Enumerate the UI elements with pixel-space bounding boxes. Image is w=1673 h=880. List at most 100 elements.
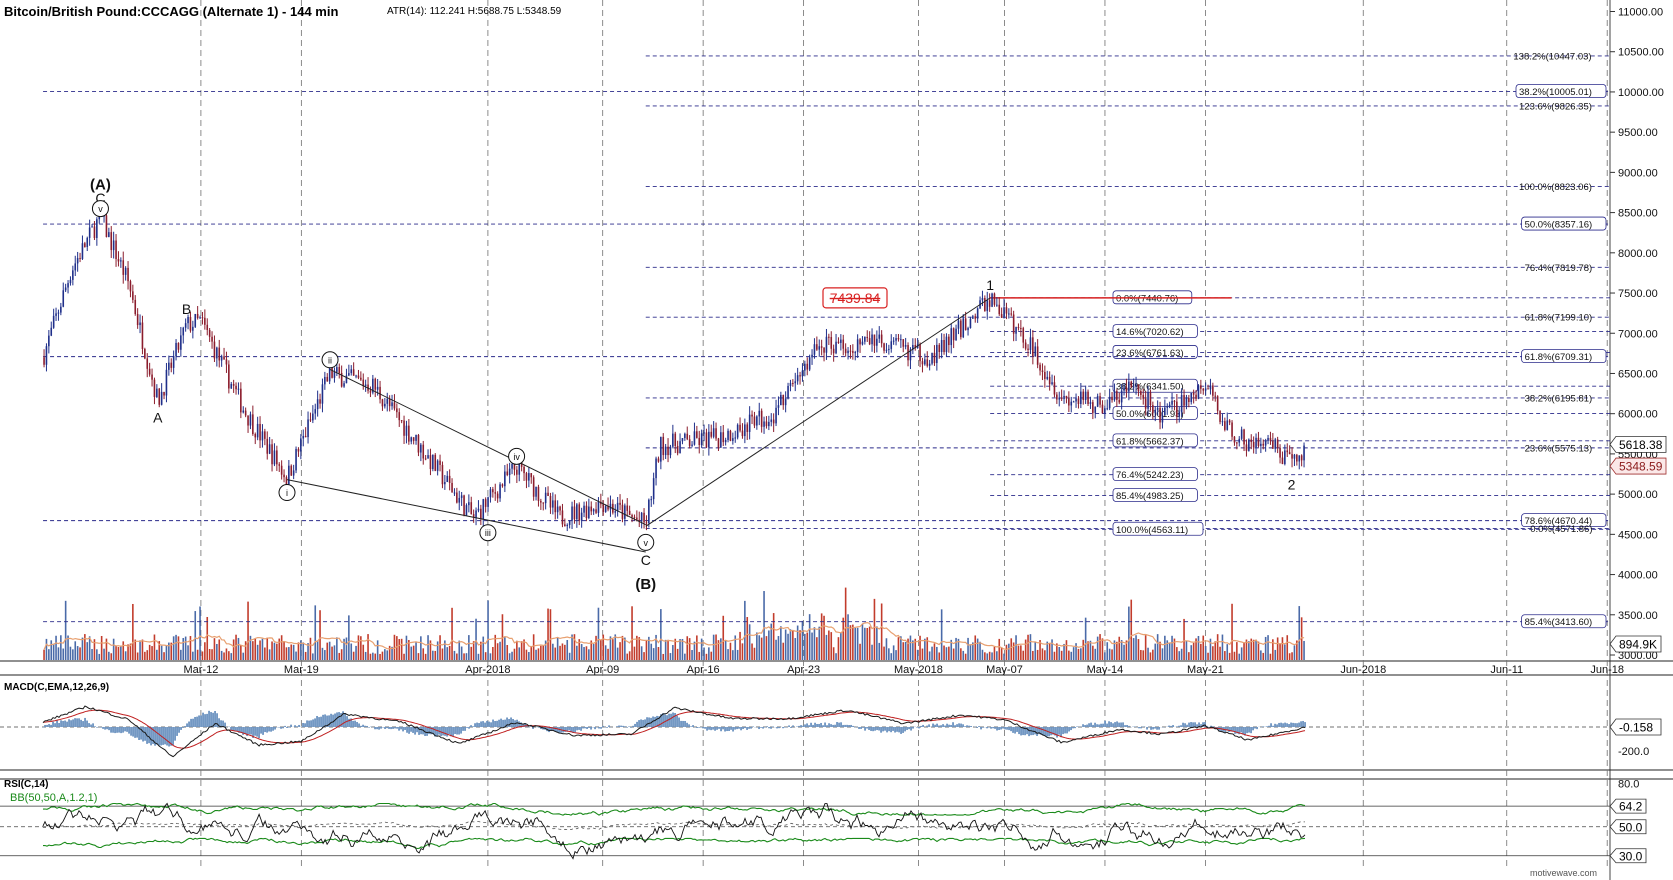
volume-bar	[199, 606, 201, 660]
candle-body	[604, 506, 607, 512]
volume-bar	[278, 638, 281, 660]
macd-histogram-bar	[202, 712, 204, 727]
candle-body	[180, 335, 182, 350]
candle-body	[619, 502, 621, 505]
volume-bar	[223, 652, 225, 660]
volume-bar	[444, 640, 446, 660]
macd-histogram-bar	[128, 727, 130, 734]
macd-histogram-bar	[738, 727, 740, 729]
volume-bar	[828, 630, 830, 660]
candle-body	[1197, 385, 1200, 399]
volume-bar	[480, 641, 482, 660]
volume-bar	[686, 636, 689, 660]
volume-bar	[1164, 635, 1166, 660]
macd-histogram-bar	[132, 727, 134, 737]
candle-body	[664, 446, 667, 456]
volume-bar	[1128, 606, 1130, 660]
volume-bar	[816, 637, 818, 660]
fib-level-box	[1112, 467, 1198, 482]
macd-histogram-bar	[832, 724, 834, 727]
candle-body	[986, 300, 989, 312]
macd-histogram-bar	[1124, 725, 1126, 727]
fib-level-label: 50.0%(6001.93)	[1116, 409, 1184, 420]
macd-histogram-bar	[798, 725, 800, 727]
volume-bar	[681, 638, 684, 660]
volume-bar	[938, 652, 941, 660]
macd-histogram-bar	[626, 727, 628, 728]
volume-bar	[784, 629, 787, 660]
macd-histogram-bar	[354, 720, 356, 727]
rsi-axis-label: 80.0	[1618, 778, 1639, 790]
volume-bar	[175, 634, 177, 660]
macd-histogram-bar	[1116, 721, 1118, 727]
macd-histogram-bar	[164, 727, 166, 745]
candle-body	[1293, 454, 1296, 459]
candle-body	[835, 341, 837, 354]
macd-histogram-bar	[1262, 726, 1264, 727]
candle-body	[254, 434, 257, 438]
macd-histogram-bar	[672, 712, 674, 727]
volume-bar	[1053, 651, 1056, 660]
volume-bar	[244, 641, 247, 660]
macd-histogram-bar	[458, 727, 460, 735]
candle-body	[662, 436, 665, 456]
macd-histogram-bar	[714, 727, 716, 731]
fib-level-label: 85.4%(3413.60)	[1525, 617, 1593, 628]
candle-body	[290, 465, 293, 476]
macd-histogram-bar	[668, 713, 670, 727]
macd-histogram-bar	[506, 717, 508, 727]
macd-histogram-bar	[588, 727, 590, 728]
volume-bar	[456, 653, 458, 660]
macd-histogram-bar	[548, 727, 550, 733]
candle-body	[91, 226, 93, 228]
volume-bar	[307, 643, 309, 660]
volume-bar	[1204, 645, 1207, 660]
volume-bar	[120, 645, 122, 660]
candle-body	[424, 458, 427, 460]
macd-histogram-bar	[250, 727, 252, 735]
candle-body	[871, 334, 873, 345]
macd-histogram-bar	[366, 725, 368, 727]
candle-body	[151, 374, 153, 380]
volume-bar	[312, 653, 314, 660]
volume-bar	[501, 614, 504, 660]
volume-bar	[1044, 650, 1046, 660]
volume-bar	[264, 647, 266, 660]
candle-body	[379, 386, 381, 400]
candle-body	[1084, 391, 1087, 400]
volume-bar	[561, 643, 564, 660]
macd-histogram-bar	[680, 720, 682, 727]
candle-body	[597, 501, 600, 513]
macd-histogram-bar	[574, 727, 576, 733]
candle-body	[676, 445, 679, 454]
candle-body	[1036, 346, 1039, 365]
macd-histogram-bar	[44, 724, 46, 727]
candle-body	[940, 339, 943, 352]
macd-histogram-bar	[582, 727, 584, 729]
macd-histogram-bar	[608, 725, 610, 727]
candle-body	[256, 423, 259, 438]
macd-histogram-bar	[850, 724, 852, 727]
macd-histogram-bar	[696, 727, 698, 728]
macd-histogram-bar	[1022, 727, 1024, 736]
volume-bar	[1171, 635, 1173, 660]
volume-bar	[1226, 644, 1229, 660]
volume-bar	[283, 641, 285, 660]
candle-body	[530, 473, 533, 478]
candle-body	[1180, 395, 1183, 413]
candle-body	[1128, 381, 1130, 392]
candle-body	[242, 410, 245, 413]
macd-histogram-bar	[1276, 724, 1278, 727]
volume-bar	[266, 637, 269, 660]
candle-body	[1212, 385, 1214, 396]
candle-body	[508, 468, 511, 476]
candle-body	[667, 446, 669, 456]
candle-body	[820, 346, 823, 348]
candle-body	[268, 444, 271, 454]
volume-bar	[153, 634, 156, 660]
volume-bar	[98, 653, 101, 660]
macd-histogram-bar	[1146, 727, 1148, 730]
volume-bar	[115, 646, 117, 660]
macd-histogram-bar	[516, 719, 518, 727]
candle-body	[50, 327, 53, 336]
